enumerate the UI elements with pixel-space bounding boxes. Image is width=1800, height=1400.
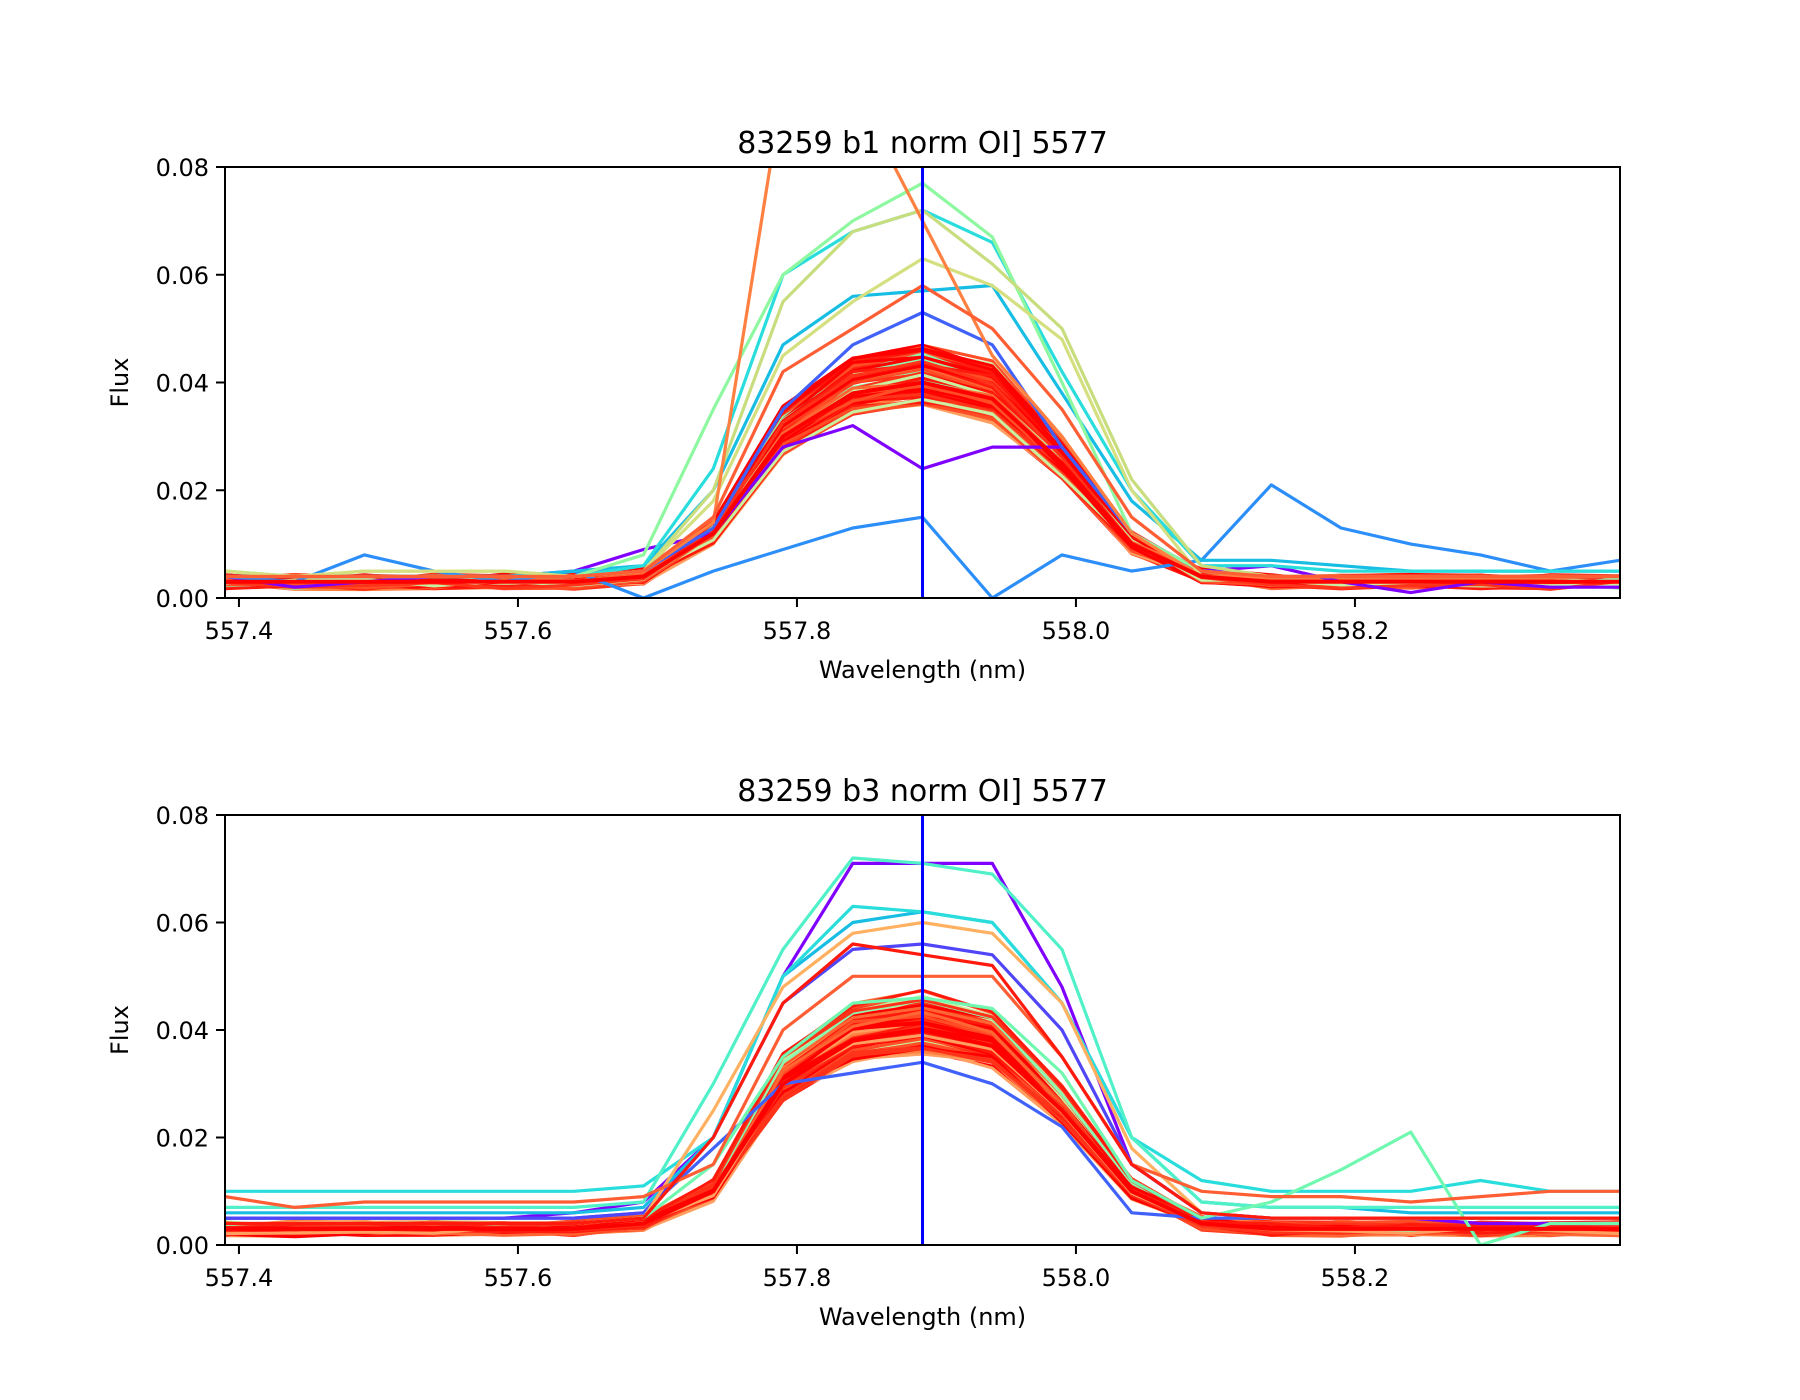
y-tick-label: 0.02 [156,1125,209,1153]
x-axis-label: Wavelength (nm) [819,1303,1026,1331]
x-tick-label: 558.2 [1321,1264,1390,1292]
chart-title: 83259 b3 norm OI] 5577 [737,774,1108,809]
y-tick-label: 0.04 [156,370,209,398]
x-tick-label: 557.8 [763,617,832,645]
chart-title: 83259 b1 norm OI] 5577 [737,126,1108,161]
y-axis-label: Flux [106,358,134,408]
y-tick-label: 0.02 [156,477,209,505]
y-tick-label: 0.08 [156,802,209,830]
x-tick-label: 557.6 [484,1264,553,1292]
y-tick-label: 0.08 [156,154,209,182]
x-tick-label: 558.0 [1042,1264,1111,1292]
y-axis-label: Flux [106,1005,134,1055]
x-tick-label: 557.4 [205,1264,274,1292]
y-tick-label: 0.06 [156,910,209,938]
y-tick-label: 0.00 [156,585,209,613]
y-tick-label: 0.00 [156,1232,209,1260]
panel-b3: 557.4 557.6 557.8 558.0 558.2 0.00 0.02 0.04 0.0… [106,774,1621,1331]
y-tick-label: 0.06 [156,262,209,290]
x-tick-label: 557.8 [763,1264,832,1292]
y-tick-label: 0.04 [156,1017,209,1045]
x-tick-label: 558.0 [1042,617,1111,645]
x-axis-label: Wavelength (nm) [819,656,1026,684]
x-tick-label: 557.6 [484,617,553,645]
x-tick-label: 558.2 [1321,617,1390,645]
x-tick-label: 557.4 [205,617,274,645]
panel-b1: 557.4 557.6 557.8 558.0 558.2 0.00 0.02 0.04 0.0… [106,126,1621,684]
